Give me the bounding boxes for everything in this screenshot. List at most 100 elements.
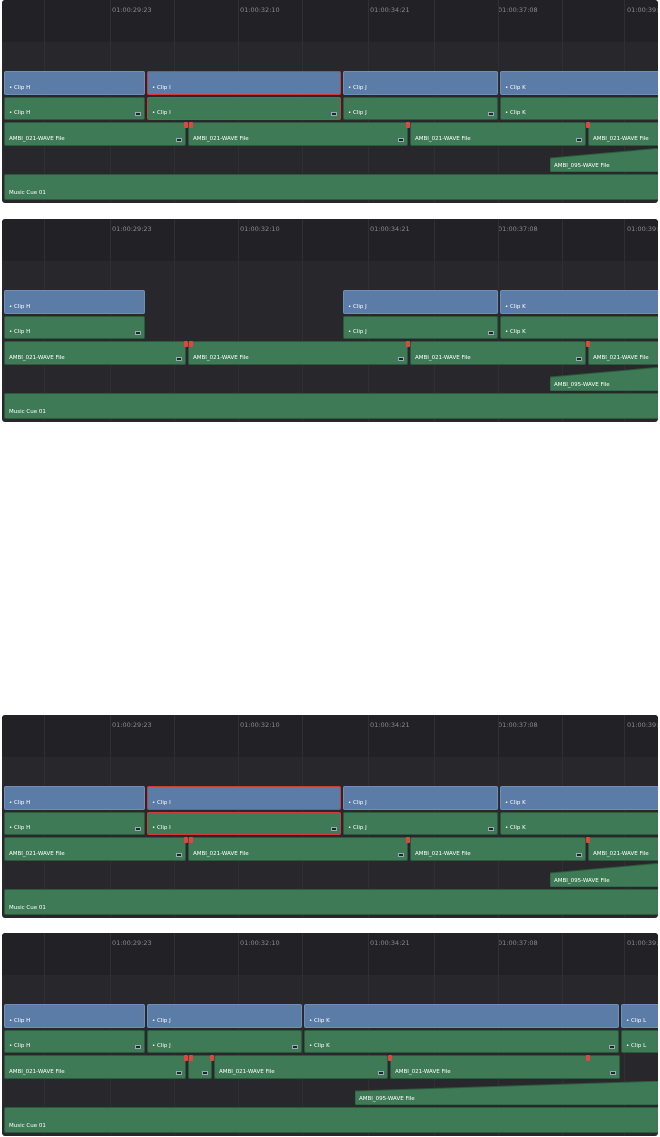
video-clip[interactable]: • Clip K (500, 786, 658, 810)
clip-icon (398, 853, 404, 857)
clip-label: AMBI_021-WAVE File (193, 851, 249, 857)
audio-clip[interactable]: AMBI_021-WAVE File (588, 122, 658, 146)
video-clip[interactable]: • Clip J (343, 71, 498, 95)
video-clip[interactable]: • Clip I (147, 97, 341, 120)
video-clip[interactable]: • Clip K (304, 1004, 619, 1028)
video-clip[interactable]: • Clip J (343, 316, 498, 339)
clip-label: Music Cue 01 (9, 409, 46, 415)
clip-label: AMBI_095-WAVE File (554, 878, 610, 884)
audio-clip[interactable]: AMBI_021-WAVE File (188, 837, 408, 861)
timeline-panel: 01:00:29:23 01:00:32:10 01:00:34:21 01:00:3… (2, 219, 658, 422)
video-clip[interactable]: • Clip J (343, 97, 498, 120)
clip-label: AMBI_021-WAVE File (593, 355, 649, 361)
clip-label: Music Cue 01 (9, 1123, 46, 1129)
video-clip[interactable]: • Clip L (621, 1004, 658, 1028)
clip-icon (202, 1071, 208, 1075)
audio-clip[interactable] (188, 1055, 212, 1079)
audio-clip[interactable]: AMBI_095-WAVE File (355, 1081, 658, 1105)
audio-clip[interactable]: AMBI_021-WAVE File (410, 341, 586, 365)
grid-line (498, 0, 499, 203)
clip-label: • Clip J (348, 304, 367, 310)
audio-clip[interactable]: AMBI_021-WAVE File (4, 837, 186, 861)
edit-marker (189, 341, 193, 347)
edit-marker (406, 341, 410, 347)
clip-icon (398, 357, 404, 361)
video-clip[interactable]: • Clip H (4, 71, 145, 95)
clip-label: • Clip J (348, 825, 367, 831)
grid-line (302, 219, 303, 422)
video-clip[interactable]: • Clip I (147, 786, 341, 810)
video-clip[interactable]: • Clip J (147, 1030, 302, 1053)
clip-icon (135, 112, 141, 116)
audio-clip[interactable]: Music Cue 01 (4, 174, 658, 200)
video-clip[interactable]: • Clip J (343, 812, 498, 835)
clip-icon (576, 853, 582, 857)
clip-label: • Clip I (152, 800, 171, 806)
audio-clip[interactable]: AMBI_021-WAVE File (188, 122, 408, 146)
audio-clip[interactable]: AMBI_095-WAVE File (550, 148, 658, 172)
audio-clip[interactable]: AMBI_095-WAVE File (550, 863, 658, 887)
video-clip[interactable]: • Clip J (343, 786, 498, 810)
video-clip[interactable]: • Clip K (500, 812, 658, 835)
video-clip[interactable]: • Clip H (4, 786, 145, 810)
video-clip[interactable]: • Clip J (343, 290, 498, 314)
video-clip[interactable]: • Clip H (4, 1030, 145, 1053)
audio-clip[interactable]: AMBI_021-WAVE File (390, 1055, 620, 1079)
video-clip[interactable]: • Clip L (621, 1030, 658, 1053)
timecode-label: 01:00:39:1 (627, 939, 658, 947)
video-clip[interactable]: • Clip K (500, 290, 658, 314)
audio-clip[interactable]: Music Cue 01 (4, 1107, 658, 1133)
clip-label: • Clip I (152, 110, 171, 116)
video-clip[interactable]: • Clip K (304, 1030, 619, 1053)
edit-marker (184, 837, 188, 843)
clip-icon (378, 1071, 384, 1075)
clip-icon (176, 357, 182, 361)
audio-clip[interactable]: AMBI_021-WAVE File (410, 122, 586, 146)
timeline-panel: 01:00:29:23 01:00:32:10 01:00:34:21 01:00:3… (2, 933, 658, 1136)
timeline-panel: 01:00:29:23 01:00:32:10 01:00:34:21 01:00:3… (2, 715, 658, 918)
edit-marker (189, 1055, 193, 1061)
grid-line (498, 715, 499, 918)
edit-marker (586, 341, 590, 347)
video-clip[interactable]: • Clip H (4, 316, 145, 339)
clip-label: AMBI_095-WAVE File (554, 163, 610, 169)
video-clip[interactable]: • Clip H (4, 290, 145, 314)
video-clip[interactable]: • Clip H (4, 1004, 145, 1028)
audio-clip[interactable]: AMBI_021-WAVE File (4, 1055, 186, 1079)
audio-clip[interactable]: AMBI_021-WAVE File (188, 341, 408, 365)
audio-clip[interactable]: AMBI_021-WAVE File (410, 837, 586, 861)
audio-clip[interactable]: AMBI_021-WAVE File (588, 341, 658, 365)
clip-label: • Clip H (9, 1043, 31, 1049)
clip-label: AMBI_021-WAVE File (593, 136, 649, 142)
edit-marker (586, 1055, 590, 1061)
audio-clip[interactable]: Music Cue 01 (4, 393, 658, 419)
video-clip[interactable]: • Clip K (500, 316, 658, 339)
audio-clip[interactable]: Music Cue 01 (4, 889, 658, 915)
clip-label: • Clip J (152, 1043, 171, 1049)
audio-clip[interactable]: AMBI_021-WAVE File (588, 837, 658, 861)
clip-label: • Clip K (505, 329, 526, 335)
timecode-label: 01:00:37:08 (498, 939, 538, 947)
clip-label: • Clip H (9, 329, 31, 335)
video-clip[interactable]: • Clip K (500, 97, 658, 120)
video-clip[interactable]: • Clip H (4, 97, 145, 120)
timecode-label: 01:00:32:10 (240, 721, 280, 729)
video-clip[interactable]: • Clip I (147, 71, 341, 95)
video-clip[interactable]: • Clip H (4, 812, 145, 835)
video-clip[interactable]: • Clip K (500, 71, 658, 95)
audio-clip[interactable]: AMBI_021-WAVE File (214, 1055, 388, 1079)
video-clip[interactable]: • Clip I (147, 812, 341, 835)
clip-icon (576, 138, 582, 142)
clip-icon (576, 357, 582, 361)
audio-clip[interactable]: AMBI_021-WAVE File (4, 341, 186, 365)
timecode-label: 01:00:32:10 (240, 939, 280, 947)
timecode-label: 01:00:39:1 (627, 721, 658, 729)
video-clip[interactable]: • Clip J (147, 1004, 302, 1028)
timecode-label: 01:00:37:08 (498, 225, 538, 233)
edit-marker (586, 122, 590, 128)
clip-label: • Clip K (505, 85, 526, 91)
clip-label: Music Cue 01 (9, 905, 46, 911)
audio-clip[interactable]: AMBI_095-WAVE File (550, 367, 658, 391)
audio-clip[interactable]: AMBI_021-WAVE File (4, 122, 186, 146)
